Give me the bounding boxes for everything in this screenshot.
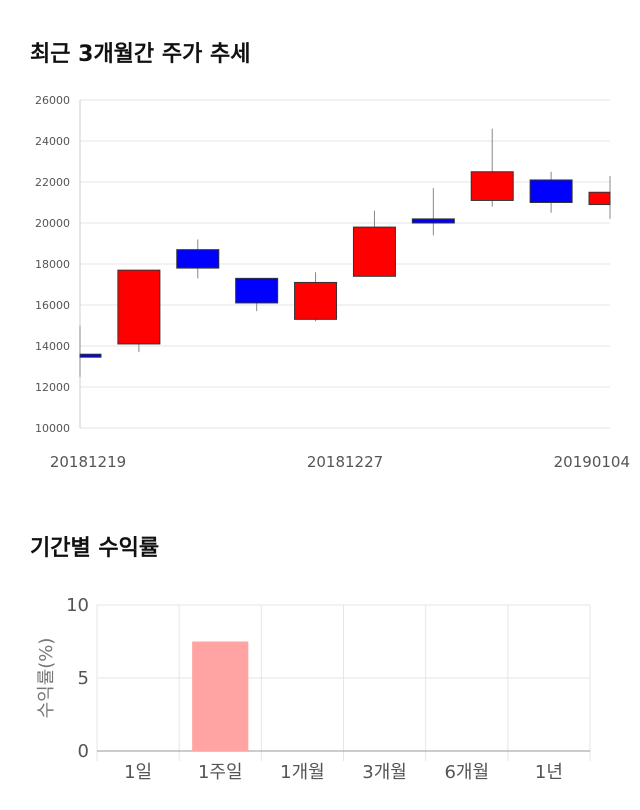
y-tick-label: 20000 (35, 217, 70, 230)
y-tick-label: 26000 (35, 94, 70, 107)
y-tick-label: 14000 (35, 340, 70, 353)
x-tick-label: 20181227 (307, 453, 383, 471)
y-tick-label: 24000 (35, 135, 70, 148)
x-tick-label: 1개월 (280, 762, 325, 783)
return-bar (192, 641, 249, 751)
candle-body (588, 191, 611, 206)
x-tick-label: 1년 (535, 762, 563, 783)
candle-body (176, 249, 220, 269)
returns-title: 기간별 수익률 (30, 536, 160, 561)
candle-body (235, 277, 279, 304)
candle-body (470, 171, 514, 201)
y-tick-label: 22000 (35, 176, 70, 189)
y-tick-label: 5 (78, 668, 89, 689)
price-trend-title: 최근 3개월간 주가 추세 (30, 42, 251, 67)
y-tick-label: 12000 (35, 381, 70, 394)
x-tick-label: 20190104 (554, 453, 630, 471)
candle-body (117, 269, 161, 345)
candlestick-chart: 10000 12000 14000 16000 18000 20000 22000 24000… (35, 94, 630, 471)
candle-body (352, 226, 396, 277)
candle-body (294, 281, 338, 320)
x-tick-label: 6개월 (444, 762, 489, 783)
candle-body (411, 218, 455, 224)
y-tick-label: 16000 (35, 299, 70, 312)
y-tick-label: 0 (78, 741, 89, 762)
x-tick-label: 3개월 (362, 762, 407, 783)
x-tick-label: 1일 (124, 762, 152, 783)
candle-body (529, 179, 573, 203)
candle-body (79, 353, 102, 358)
y-tick-label: 10000 (35, 422, 70, 435)
x-tick-label: 1주일 (198, 762, 243, 783)
y-tick-label: 18000 (35, 258, 70, 271)
y-axis-label: 수익률(%) (36, 638, 57, 719)
x-tick-label: 20181219 (50, 453, 126, 471)
y-tick-label: 10 (66, 595, 89, 616)
